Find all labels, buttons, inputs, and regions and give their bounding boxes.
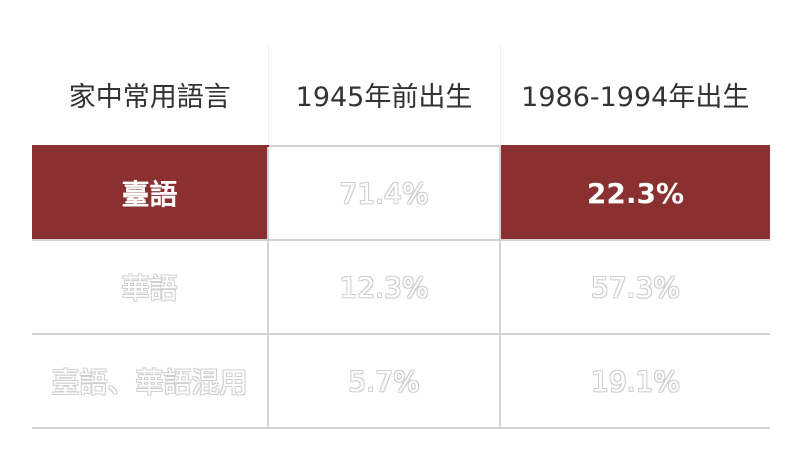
cell-mixed-1986: 19.1% [499, 333, 770, 429]
row-label-taiwanese: 臺語 [32, 145, 268, 240]
table-row: 華語 12.3% 57.3% [32, 239, 770, 334]
row-label-mixed: 臺語、華語混用 [32, 333, 268, 429]
cell-mandarin-1945: 12.3% [267, 239, 500, 334]
table-row: 臺語、華語混用 5.7% 19.1% [32, 333, 770, 429]
cell-taiwanese-1945: 71.4% [267, 145, 500, 240]
language-table-container: 家中常用語言 1945年前出生 1986-1994年出生 臺語 71.4% 22… [32, 44, 770, 429]
row-label-mandarin: 華語 [32, 239, 268, 334]
table-header: 家中常用語言 1945年前出生 1986-1994年出生 [32, 44, 770, 146]
cell-taiwanese-1986: 22.3% [499, 145, 770, 240]
header-row: 家中常用語言 1945年前出生 1986-1994年出生 [32, 44, 770, 146]
language-table: 家中常用語言 1945年前出生 1986-1994年出生 臺語 71.4% 22… [32, 44, 770, 429]
table-body: 臺語 71.4% 22.3% 華語 12.3% 57.3% 臺語、華語混用 5.… [32, 145, 770, 429]
header-born-before-1945: 1945年前出生 [267, 44, 500, 146]
table-row: 臺語 71.4% 22.3% [32, 145, 770, 240]
cell-mixed-1945: 5.7% [267, 333, 500, 429]
header-language: 家中常用語言 [68, 82, 231, 113]
header-born-1986-1994: 1986-1994年出生 [499, 44, 770, 146]
cell-mandarin-1986: 57.3% [499, 239, 770, 334]
